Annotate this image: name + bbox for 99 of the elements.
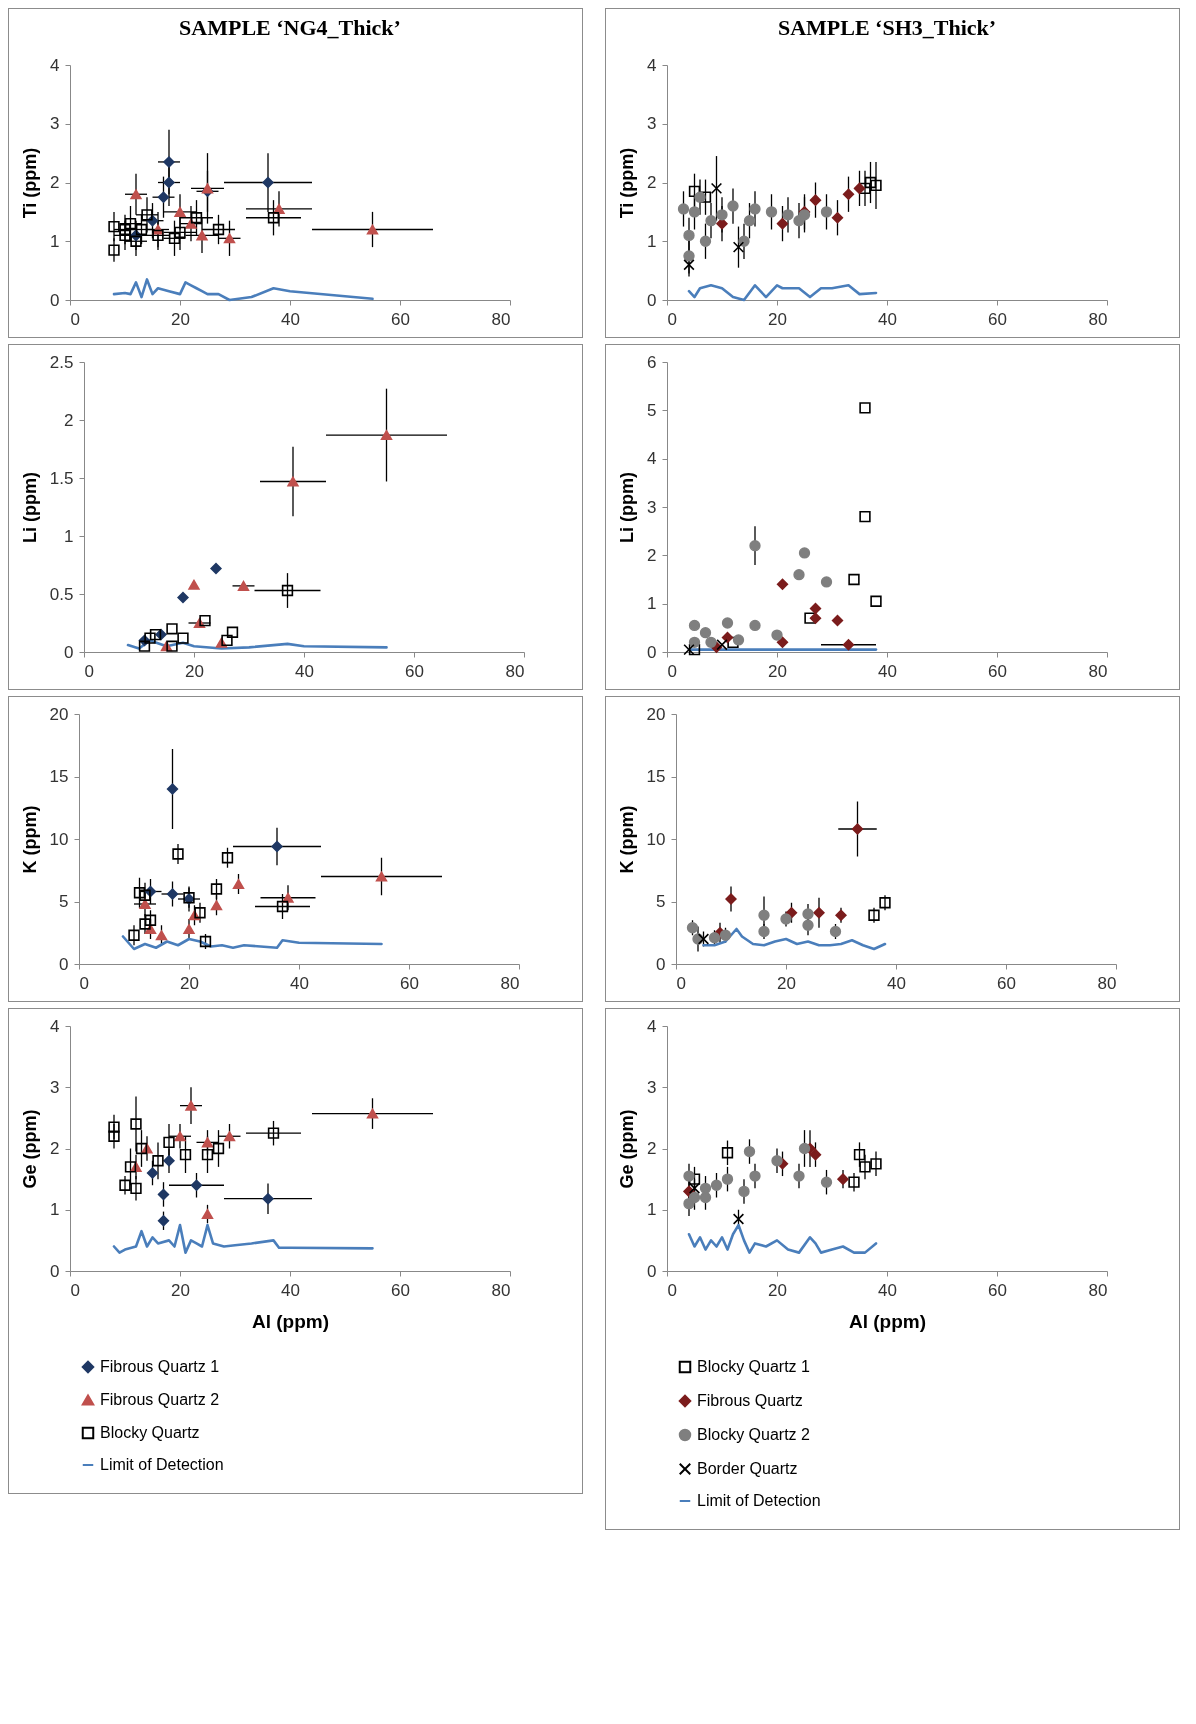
legend-label: Blocky Quartz 1	[697, 1358, 811, 1375]
y-tick-label: 0.5	[49, 584, 74, 604]
y-tick-label: 1	[647, 1200, 657, 1220]
x-tick-label: 80	[505, 661, 525, 681]
y-tick-label: 0	[64, 642, 74, 662]
x-axis-title: Al (ppm)	[251, 1310, 330, 1332]
y-axis-title: Li (ppm)	[617, 472, 638, 543]
x-tick-label: 60	[997, 973, 1016, 993]
y-tick-label: 2.5	[49, 352, 74, 372]
y-tick-label: 1.5	[49, 468, 74, 488]
x-tick-label: 20	[180, 973, 199, 993]
y-tick-label: 15	[646, 767, 666, 786]
legend-label: Blocky Quartz 2	[697, 1426, 811, 1443]
legend-label: Limit of Detection	[100, 1456, 224, 1473]
y-axis-title: K (ppm)	[616, 805, 637, 874]
y-tick-label: 0	[50, 290, 60, 310]
chart-title: SAMPLE ‘SH3_Thick’	[777, 15, 997, 40]
x-tick-label: 80	[491, 1280, 511, 1300]
x-tick-label: 20	[768, 309, 787, 329]
y-tick-label: 4	[647, 1016, 657, 1036]
y-tick-label: 3	[50, 114, 60, 134]
y-axis-title: Ge (ppm)	[617, 1109, 638, 1189]
x-tick-label: 40	[878, 661, 897, 681]
y-tick-label: 0	[59, 954, 69, 974]
x-tick-label: 20	[185, 661, 204, 681]
y-tick-label: 15	[49, 767, 69, 786]
y-tick-label: 1	[50, 1200, 60, 1220]
y-tick-label: 0	[50, 1261, 60, 1281]
y-tick-label: 10	[646, 829, 666, 849]
y-tick-label: 3	[50, 1077, 60, 1097]
y-tick-label: 1	[647, 231, 657, 251]
x-tick-label: 40	[887, 973, 906, 993]
legend-label: Fibrous Quartz	[697, 1392, 803, 1409]
x-tick-label: 60	[988, 1280, 1007, 1300]
y-tick-label: 3	[647, 114, 657, 134]
x-tick-label: 40	[878, 309, 897, 329]
y-axis-title: K (ppm)	[19, 805, 40, 874]
y-tick-label: 2	[647, 545, 657, 565]
y-tick-label: 3	[647, 497, 657, 517]
y-tick-label: 5	[59, 892, 69, 911]
x-tick-label: 40	[281, 1280, 300, 1300]
y-tick-label: 0	[647, 290, 657, 310]
x-tick-label: 40	[878, 1280, 897, 1300]
x-tick-label: 80	[1088, 1280, 1108, 1300]
x-tick-label: 60	[988, 661, 1007, 681]
y-tick-label: 20	[646, 704, 666, 724]
x-tick-label: 40	[295, 661, 314, 681]
y-tick-label: 4	[50, 55, 60, 75]
x-tick-label: 60	[391, 1280, 410, 1300]
y-tick-label: 0	[656, 954, 666, 974]
x-tick-label: 40	[281, 309, 300, 329]
y-tick-label: 2	[50, 173, 60, 192]
y-tick-label: 0	[647, 1261, 657, 1281]
x-tick-label: 0	[84, 661, 94, 681]
x-tick-label: 0	[676, 973, 686, 993]
chart-title: SAMPLE ‘NG4_Thick’	[179, 15, 401, 40]
x-tick-label: 60	[391, 309, 410, 329]
y-axis-title: Ge (ppm)	[20, 1109, 41, 1189]
y-tick-label: 2	[647, 173, 657, 192]
y-axis-title: Li (ppm)	[19, 472, 40, 543]
x-tick-label: 80	[491, 309, 511, 329]
y-tick-label: 2	[647, 1139, 657, 1158]
y-tick-label: 4	[647, 449, 657, 469]
y-tick-label: 5	[656, 892, 666, 911]
x-tick-label: 80	[1088, 309, 1108, 329]
x-tick-label: 0	[79, 973, 89, 993]
y-tick-label: 2	[50, 1139, 60, 1158]
x-tick-label: 20	[171, 309, 190, 329]
x-tick-label: 20	[171, 1280, 190, 1300]
y-tick-label: 4	[647, 55, 657, 75]
x-tick-label: 80	[500, 973, 520, 993]
y-tick-label: 0	[647, 642, 657, 662]
legend-label: Fibrous Quartz 1	[100, 1358, 220, 1375]
x-tick-label: 60	[400, 973, 419, 993]
y-tick-label: 20	[49, 704, 69, 724]
y-tick-label: 1	[50, 231, 60, 251]
y-axis-title: Ti (ppm)	[617, 147, 638, 219]
y-axis-title: Ti (ppm)	[20, 147, 41, 219]
y-tick-label: 10	[49, 829, 69, 849]
x-tick-label: 80	[1088, 661, 1108, 681]
x-tick-label: 40	[290, 973, 309, 993]
y-tick-label: 1	[64, 526, 74, 546]
x-axis-title: Al (ppm)	[848, 1310, 927, 1332]
x-tick-label: 20	[768, 1280, 787, 1300]
legend-label: Limit of Detection	[697, 1492, 821, 1509]
legend-label: Fibrous Quartz 2	[100, 1391, 220, 1408]
x-tick-label: 60	[405, 661, 424, 681]
x-tick-label: 20	[777, 973, 796, 993]
y-tick-label: 2	[64, 410, 74, 430]
y-tick-label: 4	[50, 1016, 60, 1036]
x-tick-label: 20	[768, 661, 787, 681]
legend-label: Border Quartz	[697, 1460, 798, 1477]
y-tick-label: 5	[647, 400, 657, 420]
x-tick-label: 80	[1097, 973, 1117, 993]
x-tick-label: 60	[988, 309, 1007, 329]
y-tick-label: 3	[647, 1077, 657, 1097]
y-tick-label: 6	[647, 352, 657, 372]
legend-label: Blocky Quartz	[100, 1424, 200, 1441]
y-tick-label: 1	[647, 594, 657, 614]
